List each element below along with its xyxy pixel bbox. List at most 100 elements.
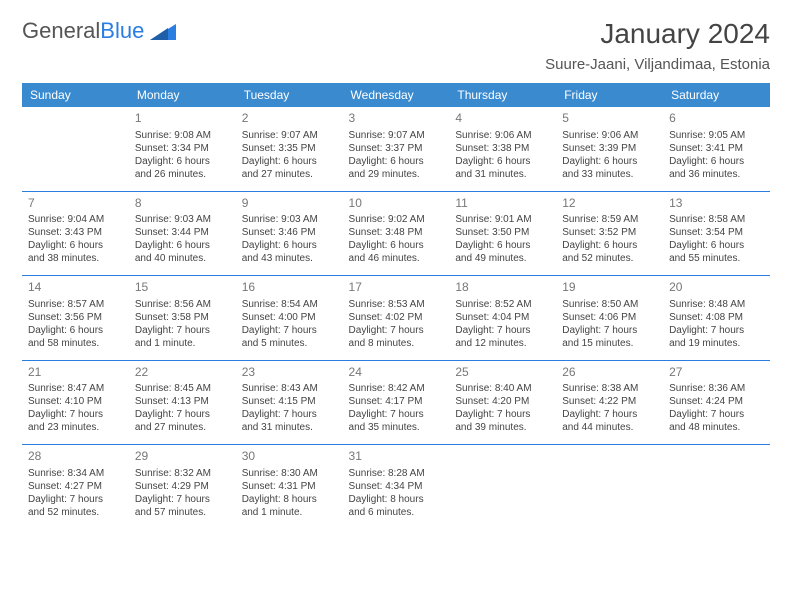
day-header: Monday xyxy=(129,83,236,107)
sunrise-text: Sunrise: 8:50 AM xyxy=(562,298,657,311)
calendar-cell: 18Sunrise: 8:52 AMSunset: 4:04 PMDayligh… xyxy=(449,276,556,361)
daylight-text: and 27 minutes. xyxy=(242,168,337,181)
calendar-cell xyxy=(556,445,663,529)
calendar-cell: 2 Sunrise: 9:07 AMSunset: 3:35 PMDaylight… xyxy=(236,107,343,191)
daylight-text: Daylight: 7 hours xyxy=(135,324,230,337)
sunset-text: Sunset: 4:20 PM xyxy=(455,395,550,408)
day-number: 22 xyxy=(135,365,230,381)
title-block: January 2024 Suure-Jaani, Viljandimaa, E… xyxy=(545,18,770,73)
day-header: Friday xyxy=(556,83,663,107)
day-number: 14 xyxy=(28,280,123,296)
daylight-text: Daylight: 6 hours xyxy=(242,155,337,168)
calendar-cell xyxy=(663,445,770,529)
calendar-cell: 1Sunrise: 9:08 AMSunset: 3:34 PMDaylight… xyxy=(129,107,236,191)
sunset-text: Sunset: 4:02 PM xyxy=(349,311,444,324)
sunset-text: Sunset: 4:15 PM xyxy=(242,395,337,408)
sunset-text: Sunset: 4:08 PM xyxy=(669,311,764,324)
day-number: 4 xyxy=(455,111,550,127)
daylight-text: Daylight: 7 hours xyxy=(135,493,230,506)
daylight-text: Daylight: 7 hours xyxy=(242,408,337,421)
daylight-text: and 52 minutes. xyxy=(28,506,123,519)
sunrise-text: Sunrise: 8:36 AM xyxy=(669,382,764,395)
daylight-text: Daylight: 7 hours xyxy=(135,408,230,421)
sunrise-text: Sunrise: 8:53 AM xyxy=(349,298,444,311)
daylight-text: and 55 minutes. xyxy=(669,252,764,265)
sunset-text: Sunset: 4:17 PM xyxy=(349,395,444,408)
sunrise-text: Sunrise: 8:52 AM xyxy=(455,298,550,311)
sunset-text: Sunset: 4:06 PM xyxy=(562,311,657,324)
sunrise-text: Sunrise: 9:02 AM xyxy=(349,213,444,226)
sunrise-text: Sunrise: 8:42 AM xyxy=(349,382,444,395)
day-number: 15 xyxy=(135,280,230,296)
calendar-cell: 3Sunrise: 9:07 AMSunset: 3:37 PMDaylight… xyxy=(343,107,450,191)
sunset-text: Sunset: 3:58 PM xyxy=(135,311,230,324)
daylight-text: Daylight: 6 hours xyxy=(135,155,230,168)
calendar-cell: 21Sunrise: 8:47 AMSunset: 4:10 PMDayligh… xyxy=(22,360,129,445)
triangle-icon xyxy=(150,22,176,40)
daylight-text: and 29 minutes. xyxy=(349,168,444,181)
daylight-text: and 57 minutes. xyxy=(135,506,230,519)
sunset-text: Sunset: 3:54 PM xyxy=(669,226,764,239)
day-number: 25 xyxy=(455,365,550,381)
calendar-cell: 19Sunrise: 8:50 AMSunset: 4:06 PMDayligh… xyxy=(556,276,663,361)
daylight-text: Daylight: 6 hours xyxy=(28,239,123,252)
sunrise-text: Sunrise: 9:01 AM xyxy=(455,213,550,226)
calendar-cell: 29Sunrise: 8:32 AMSunset: 4:29 PMDayligh… xyxy=(129,445,236,529)
daylight-text: and 6 minutes. xyxy=(349,506,444,519)
day-number: 13 xyxy=(669,196,764,212)
day-header: Saturday xyxy=(663,83,770,107)
day-number: 6 xyxy=(669,111,764,127)
calendar-row: 7Sunrise: 9:04 AMSunset: 3:43 PMDaylight… xyxy=(22,191,770,276)
day-header: Tuesday xyxy=(236,83,343,107)
daylight-text: Daylight: 6 hours xyxy=(242,239,337,252)
day-number: 16 xyxy=(242,280,337,296)
brand-logo: GeneralBlue xyxy=(22,18,176,44)
day-number: 30 xyxy=(242,449,337,465)
sunrise-text: Sunrise: 9:07 AM xyxy=(242,129,337,142)
day-number: 27 xyxy=(669,365,764,381)
sunrise-text: Sunrise: 9:07 AM xyxy=(349,129,444,142)
calendar-cell: 31Sunrise: 8:28 AMSunset: 4:34 PMDayligh… xyxy=(343,445,450,529)
daylight-text: and 44 minutes. xyxy=(562,421,657,434)
sunrise-text: Sunrise: 8:40 AM xyxy=(455,382,550,395)
daylight-text: Daylight: 7 hours xyxy=(455,324,550,337)
sunset-text: Sunset: 4:22 PM xyxy=(562,395,657,408)
brand-name: GeneralBlue xyxy=(22,18,144,44)
daylight-text: and 31 minutes. xyxy=(455,168,550,181)
day-number: 1 xyxy=(135,111,230,127)
sunrise-text: Sunrise: 8:47 AM xyxy=(28,382,123,395)
daylight-text: and 23 minutes. xyxy=(28,421,123,434)
sunset-text: Sunset: 3:44 PM xyxy=(135,226,230,239)
day-number: 24 xyxy=(349,365,444,381)
daylight-text: Daylight: 8 hours xyxy=(242,493,337,506)
sunrise-text: Sunrise: 8:43 AM xyxy=(242,382,337,395)
calendar-row: 28Sunrise: 8:34 AMSunset: 4:27 PMDayligh… xyxy=(22,445,770,529)
day-number: 3 xyxy=(349,111,444,127)
daylight-text: and 1 minute. xyxy=(135,337,230,350)
sunrise-text: Sunrise: 8:58 AM xyxy=(669,213,764,226)
sunrise-text: Sunrise: 8:34 AM xyxy=(28,467,123,480)
day-number: 23 xyxy=(242,365,337,381)
daylight-text: Daylight: 6 hours xyxy=(562,239,657,252)
calendar-row: 14Sunrise: 8:57 AMSunset: 3:56 PMDayligh… xyxy=(22,276,770,361)
sunset-text: Sunset: 4:29 PM xyxy=(135,480,230,493)
sunset-text: Sunset: 4:13 PM xyxy=(135,395,230,408)
sunset-text: Sunset: 3:43 PM xyxy=(28,226,123,239)
day-number: 9 xyxy=(242,196,337,212)
calendar-cell xyxy=(22,107,129,191)
day-number: 21 xyxy=(28,365,123,381)
day-header: Wednesday xyxy=(343,83,450,107)
daylight-text: Daylight: 6 hours xyxy=(349,239,444,252)
day-number: 11 xyxy=(455,196,550,212)
calendar-cell: 28Sunrise: 8:34 AMSunset: 4:27 PMDayligh… xyxy=(22,445,129,529)
calendar-cell: 8Sunrise: 9:03 AMSunset: 3:44 PMDaylight… xyxy=(129,191,236,276)
day-number: 19 xyxy=(562,280,657,296)
sunset-text: Sunset: 3:35 PM xyxy=(242,142,337,155)
daylight-text: and 40 minutes. xyxy=(135,252,230,265)
sunset-text: Sunset: 3:52 PM xyxy=(562,226,657,239)
daylight-text: and 49 minutes. xyxy=(455,252,550,265)
calendar-cell: 24Sunrise: 8:42 AMSunset: 4:17 PMDayligh… xyxy=(343,360,450,445)
calendar-cell xyxy=(449,445,556,529)
sunset-text: Sunset: 3:38 PM xyxy=(455,142,550,155)
day-number: 2 xyxy=(242,111,337,127)
